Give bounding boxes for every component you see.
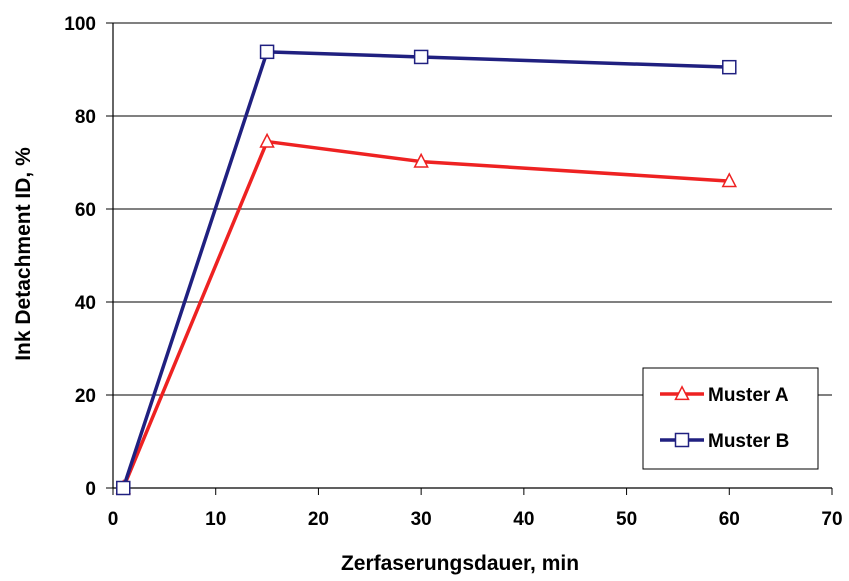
series-layer xyxy=(115,44,738,496)
series-line-2 xyxy=(121,50,730,489)
data-point-1-2 xyxy=(259,132,275,148)
x-tick-label-50: 50 xyxy=(616,509,637,530)
x-tick-label-70: 70 xyxy=(821,509,842,530)
data-point-1-4 xyxy=(721,172,738,188)
x-tick-label-20: 20 xyxy=(308,509,329,530)
data-point-2-2 xyxy=(259,44,275,60)
axis-ticks: 0 20 40 60 80 100 0 10 20 30 40 50 60 70 xyxy=(64,14,842,530)
legend-box xyxy=(642,367,819,470)
legend-marker-2 xyxy=(674,432,690,448)
legend: Muster A Muster B xyxy=(642,367,819,470)
y-tick-label-100: 100 xyxy=(64,14,96,35)
series-line-1 xyxy=(121,139,730,489)
data-point-2-4 xyxy=(722,59,737,75)
gridlines xyxy=(113,22,832,396)
x-tick-label-10: 10 xyxy=(205,509,226,530)
y-tick-label-60: 60 xyxy=(75,200,96,221)
data-point-2-1 xyxy=(116,480,131,496)
x-tick-label-60: 60 xyxy=(719,509,740,530)
y-tick-label-80: 80 xyxy=(75,107,96,128)
legend-label-2: Muster B xyxy=(708,431,789,452)
y-axis-title: Ink Detachment ID, % xyxy=(12,147,35,361)
data-point-1-3 xyxy=(413,152,429,168)
x-tick-label-30: 30 xyxy=(411,509,432,530)
x-tick-label-0: 0 xyxy=(108,509,119,530)
series-muster-b xyxy=(116,44,737,496)
y-tick-label-0: 0 xyxy=(85,479,96,500)
y-tick-label-40: 40 xyxy=(75,293,96,314)
legend-marker-1 xyxy=(674,385,690,401)
series-muster-a xyxy=(115,132,738,495)
data-point-2-3 xyxy=(413,49,429,65)
y-tick-label-20: 20 xyxy=(75,386,96,407)
legend-label-1: Muster A xyxy=(708,385,789,406)
x-tick-label-40: 40 xyxy=(513,509,534,530)
plot-area xyxy=(112,23,832,489)
x-axis-title: Zerfaserungsdauer, min xyxy=(341,552,579,575)
